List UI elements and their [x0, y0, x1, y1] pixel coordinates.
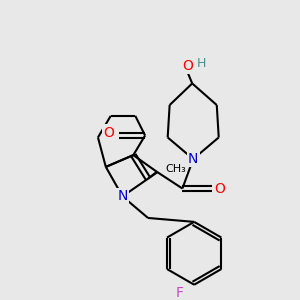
Text: CH₃: CH₃ [166, 164, 187, 174]
Text: N: N [188, 152, 198, 166]
Text: O: O [214, 182, 225, 196]
Text: F: F [176, 286, 184, 300]
Text: O: O [103, 125, 114, 140]
Text: O: O [182, 59, 193, 73]
Text: H: H [196, 57, 206, 70]
Text: N: N [117, 189, 128, 203]
